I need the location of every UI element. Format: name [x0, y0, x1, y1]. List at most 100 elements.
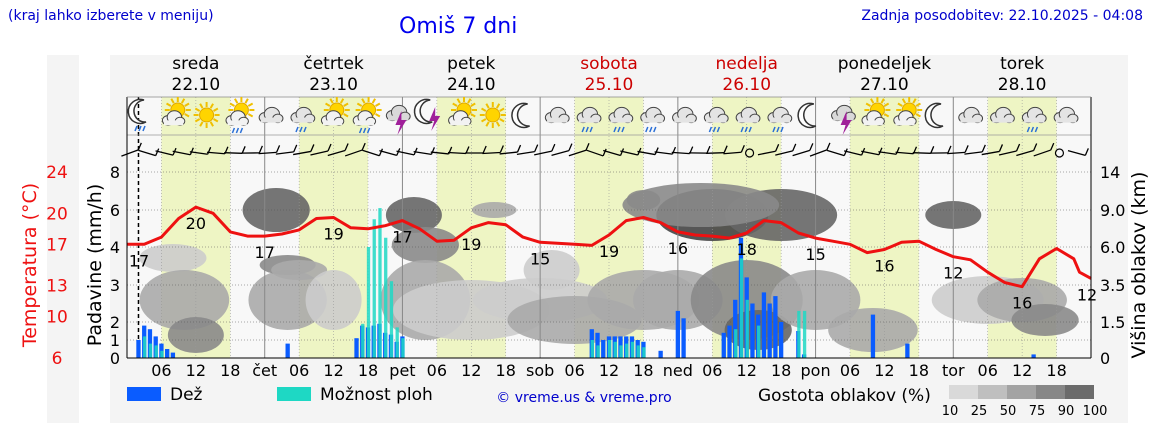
x-tick-hour-label: 18 — [633, 361, 653, 380]
cloud-density-area — [385, 197, 442, 233]
precip-tick-label: 6 — [110, 201, 120, 220]
precip-tick-label: 4 — [110, 238, 120, 257]
sun-cloud-rain-icon — [225, 97, 255, 134]
rain-bar — [681, 318, 686, 358]
wind-barb-icon — [327, 143, 349, 157]
x-tick-hour-label: 12 — [874, 361, 894, 380]
showers-bar — [366, 247, 371, 358]
showers-bar — [160, 350, 164, 358]
copyright-link[interactable]: © vreme.us & vreme.pro — [496, 390, 671, 406]
x-tick-hour-label: 18 — [771, 361, 791, 380]
wind-barb-icon — [757, 144, 780, 156]
rain-bar — [767, 303, 772, 358]
showers-bar — [630, 341, 635, 358]
wind-barb-icon — [224, 146, 246, 154]
temperature-label: 17 — [255, 243, 275, 262]
showers-bar — [739, 258, 744, 358]
x-tick-hour-label: 06 — [427, 361, 447, 380]
wind-barb-icon — [551, 143, 573, 156]
cloud-density-swatch — [978, 385, 1007, 399]
moon-rain-icon — [127, 98, 147, 132]
rain-bar — [601, 340, 606, 358]
x-tick-hour-label: 06 — [978, 361, 998, 380]
showers-bar — [734, 329, 738, 358]
day-name-label: petek — [447, 54, 495, 74]
wind-barb-icon — [826, 148, 848, 157]
legend-label: Dež — [170, 385, 203, 405]
cloud-density-level-label: 10 — [942, 404, 959, 419]
x-tick-hour-label: 06 — [840, 361, 860, 380]
day-date-label: 28.10 — [998, 75, 1047, 95]
rain-bar — [165, 349, 170, 358]
cloud-density-level-label: 50 — [1000, 404, 1017, 419]
temperature-label: 17 — [129, 251, 149, 270]
rain-bar — [761, 292, 767, 358]
cloud-icon — [258, 106, 284, 124]
showers-bar — [154, 345, 158, 358]
rain-bar — [750, 303, 755, 358]
showers-bar — [590, 340, 594, 358]
x-tick-hour-label: 18 — [496, 361, 516, 380]
rain-bar — [870, 314, 876, 358]
temperature-label: 16 — [874, 257, 894, 276]
precip-axis-title: Padavine (mm/h) — [84, 184, 106, 347]
cloud-density-level-label: 100 — [1083, 404, 1108, 419]
wind-barb-icon — [1016, 143, 1038, 157]
temperature-label: 19 — [461, 235, 481, 254]
cloud-density-swatch — [1007, 385, 1036, 399]
day-date-label: 25.10 — [585, 75, 634, 95]
wind-barb-icon — [241, 145, 263, 154]
x-tick-hour-label: 18 — [1046, 361, 1066, 380]
showers-bar — [802, 310, 807, 358]
showers-bar — [607, 340, 612, 358]
cloud-density-swatch — [1065, 385, 1094, 399]
temperature-label: 19 — [599, 242, 619, 261]
showers-bar — [143, 336, 147, 358]
precip-tick-label: 2 — [110, 313, 120, 332]
rain-bar — [675, 310, 681, 358]
rain-bar — [170, 352, 176, 358]
wind-barb-icon — [293, 144, 315, 156]
wind-barb-icon — [637, 147, 659, 156]
cloud-height-tick-label: 9.0 — [1100, 201, 1125, 220]
cloud-height-axis-title: Višina oblakov (km) — [1128, 172, 1150, 359]
wind-barb-icon — [413, 147, 435, 156]
temperature-label: 19 — [323, 224, 343, 243]
wind-barb-icon — [362, 148, 384, 157]
temperature-label: 15 — [805, 245, 825, 264]
cloud-density-area — [1011, 304, 1079, 336]
rain-bar — [285, 343, 290, 358]
cloud-height-tick-label: 0 — [1100, 349, 1110, 368]
temperature-label: 15 — [530, 249, 550, 268]
cloud-density-level-label: 25 — [971, 404, 988, 419]
wind-barb-icon — [861, 147, 883, 156]
cloud-rain-icon — [1021, 106, 1047, 133]
x-tick-hour-label: 06 — [151, 361, 171, 380]
x-tick-hour-label: 06 — [702, 361, 722, 380]
region-hint-text[interactable]: (kraj lahko izberete v meniju) — [8, 8, 214, 24]
temperature-label: 12 — [1077, 285, 1097, 304]
temperature-tick-label: 20 — [46, 204, 68, 224]
showers-bar — [797, 310, 801, 358]
precip-tick-label: 0 — [110, 349, 120, 368]
temperature-label: 12 — [943, 264, 963, 283]
rain-bar — [773, 296, 778, 358]
sun-icon — [193, 102, 220, 128]
wind-barb-icon — [258, 145, 281, 155]
cloud-rain-icon — [576, 106, 602, 133]
day-name-label: torek — [1000, 54, 1044, 74]
cloud-rain-icon — [608, 106, 634, 133]
legend-swatch — [127, 387, 161, 401]
temperature-label: 20 — [186, 214, 206, 233]
wind-barb-icon — [482, 145, 504, 155]
day-name-label: nedelja — [716, 54, 778, 74]
page-title: Omiš 7 dni — [399, 14, 518, 39]
cloud-height-tick-label: 14 — [1100, 163, 1120, 182]
showers-bar — [596, 345, 600, 358]
day-name-label: sobota — [580, 54, 638, 74]
update-timestamp: Zadnja posodobitev: 22.10.2025 - 04:08 — [861, 8, 1143, 24]
cloud-height-tick-label: 1.5 — [1100, 313, 1125, 332]
day-name-label: ponedeljek — [838, 54, 932, 74]
